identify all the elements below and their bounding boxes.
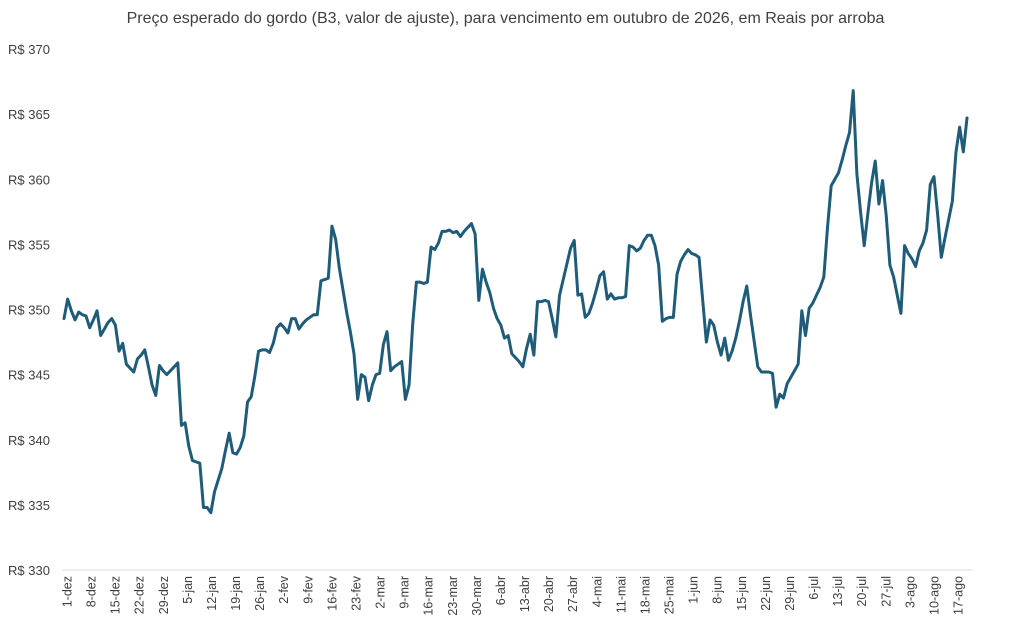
x-tick-label: 20-jul xyxy=(855,576,869,607)
x-tick-label: 16-fev xyxy=(325,575,339,610)
x-tick-label: 26-jan xyxy=(253,576,267,611)
y-tick-label: R$ 335 xyxy=(8,498,50,513)
series-line-0 xyxy=(62,89,969,515)
x-tick-label: 20-abr xyxy=(542,576,556,612)
x-tick-label: 8-jun xyxy=(711,576,725,604)
x-tick-label: 9-fev xyxy=(301,575,315,604)
x-tick-label: 8-dez xyxy=(85,576,99,607)
x-tick-label: 25-mai xyxy=(663,576,677,614)
x-tick-label: 15-dez xyxy=(109,576,123,614)
x-tick-label: 1-dez xyxy=(61,576,75,607)
chart-title: Preço esperado do gordo (B3, valor de aj… xyxy=(126,10,885,27)
y-tick-label: R$ 365 xyxy=(8,107,50,122)
x-tick-label: 16-mar xyxy=(422,576,436,616)
x-tick-label: 2-fev xyxy=(277,575,291,604)
x-tick-label: 18-mai xyxy=(638,576,652,614)
x-tick-label: 12-jan xyxy=(205,576,219,611)
y-tick-label: R$ 370 xyxy=(8,42,50,57)
x-tick-label: 9-mar xyxy=(398,576,412,609)
y-tick-label: R$ 340 xyxy=(8,433,50,448)
x-tick-label: 29-dez xyxy=(157,576,171,614)
y-axis: R$ 330 R$ 335 R$ 340 R$ 345 R$ 350 R$ 355 R$ 3… xyxy=(8,42,50,578)
x-tick-label: 4-mai xyxy=(590,576,604,607)
y-tick-label: R$ 330 xyxy=(8,563,50,578)
x-tick-label: 17-ago xyxy=(952,576,966,615)
x-tick-label: 6-abr xyxy=(494,576,508,605)
x-tick-label: 27-abr xyxy=(566,576,580,612)
x-tick-label: 11-mai xyxy=(614,576,628,613)
x-tick-label: 3-ago xyxy=(903,576,917,608)
x-tick-label: 19-jan xyxy=(229,576,243,611)
y-tick-label: R$ 350 xyxy=(8,303,50,318)
series-layer xyxy=(62,89,969,515)
x-tick-label: 23-mar xyxy=(446,576,460,616)
y-tick-label: R$ 355 xyxy=(8,237,50,252)
x-tick-label: 22-dez xyxy=(133,576,147,614)
x-tick-label: 22-jun xyxy=(759,576,773,611)
x-tick-label: 30-mar xyxy=(470,576,484,616)
x-tick-label: 23-fev xyxy=(349,575,363,610)
x-tick-label: 27-jul xyxy=(879,576,893,607)
x-axis: 1-dez 8-dez 15-dez 22-dez 29-dez 5-jan 12-jan 1… xyxy=(61,569,972,616)
x-tick-label: 1-jun xyxy=(687,576,701,604)
x-tick-label: 10-ago xyxy=(927,576,941,615)
x-tick-label: 13-abr xyxy=(518,576,532,612)
x-tick-label: 5-jan xyxy=(181,576,195,604)
y-tick-label: R$ 360 xyxy=(8,172,50,187)
x-tick-label: 13-jul xyxy=(831,576,845,607)
x-tick-label: 6-jul xyxy=(807,576,821,600)
x-tick-label: 15-jun xyxy=(735,576,749,611)
x-tick-label: 2-mar xyxy=(374,576,388,609)
x-tick-label: 29-jun xyxy=(783,576,797,611)
y-tick-label: R$ 345 xyxy=(8,368,50,383)
